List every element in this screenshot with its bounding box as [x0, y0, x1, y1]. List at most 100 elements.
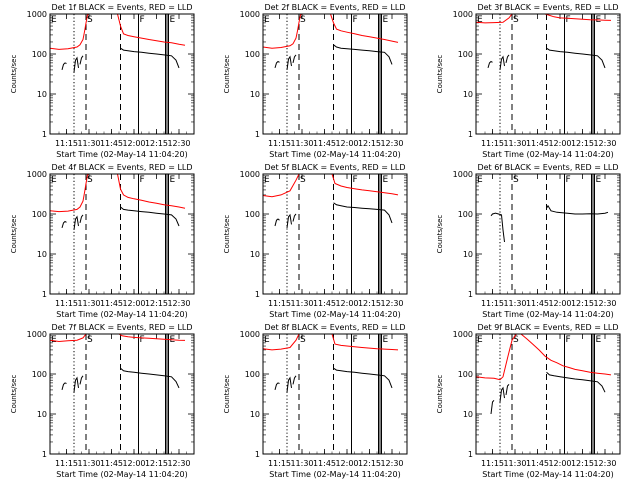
- panel-4-title: Det 4f BLACK = Events, RED = LLD: [51, 163, 192, 172]
- panel-1: Det 1f BLACK = Events, RED = LLD Counts/s…: [10, 3, 195, 159]
- panel-5-series-events: [292, 213, 297, 222]
- panel-3-ytick-label: 1000: [453, 10, 473, 19]
- panel-8-xtick-label: 12:30: [380, 459, 403, 468]
- panel-8-ytick-label: 1: [255, 450, 260, 459]
- panel-2-xtick-label: 11:45: [313, 139, 336, 148]
- panel-9-ytick-label: 1: [468, 450, 473, 459]
- panel-7-ytick-label: 1: [42, 450, 47, 459]
- panel-2-series-events: [286, 55, 292, 70]
- panel-3-xtick-label: 12:15: [571, 139, 594, 148]
- panel-5-marker-label: S: [300, 175, 306, 185]
- panel-4-ytick-label: 1: [42, 290, 47, 299]
- panel-2-series-lld: [262, 13, 399, 49]
- panel-5-series-lld: [262, 173, 399, 198]
- panel-2-series-events: [333, 44, 393, 65]
- panel-8-xtick-label: 11:45: [313, 459, 336, 468]
- panel-2-series-events: [292, 54, 297, 64]
- panel-6-ytick-label: 100: [458, 210, 473, 219]
- panel-3-marker-label: F: [566, 15, 571, 25]
- panel-1-ytick-label: 100: [32, 50, 47, 59]
- panel-5-series-events: [274, 218, 280, 227]
- panel-3: Det 3f BLACK = Events, RED = LLD Counts/s…: [436, 3, 621, 159]
- panel-1-xtick-label: 12:15: [145, 139, 168, 148]
- panel-9-series-events: [546, 371, 606, 393]
- panel-2-ytick-label: 10: [250, 90, 260, 99]
- panel-6-xtick-label: 11:45: [526, 299, 549, 308]
- panel-4-frame: [49, 173, 195, 295]
- panel-5-series-events: [333, 202, 393, 224]
- panel-5-ytick-label: 1: [255, 290, 260, 299]
- panel-1-series-lld: [49, 13, 186, 50]
- panel-9-ytick-label: 10: [463, 410, 473, 419]
- panel-5: Det 5f BLACK = Events, RED = LLD Counts/s…: [223, 163, 408, 319]
- panel-7-series-events: [61, 382, 67, 391]
- panel-1-marker-label: E: [51, 15, 57, 25]
- panel-3-series-events: [487, 60, 493, 69]
- panel-9-xtick-label: 12:15: [571, 459, 594, 468]
- panel-3-series-events: [499, 55, 505, 70]
- panel-9: Det 9f BLACK = Events, RED = LLD Counts/s…: [436, 323, 621, 479]
- panel-3-xtick-label: 11:15: [481, 139, 504, 148]
- panel-4-xtick-label: 12:30: [167, 299, 190, 308]
- panel-3-ytick-label: 1: [468, 130, 473, 139]
- panel-8-series-events: [274, 382, 280, 391]
- panel-1-xtick-label: 11:15: [55, 139, 78, 148]
- panel-5-xtick-label: 12:30: [380, 299, 403, 308]
- panel-3-xtick-label: 12:00: [548, 139, 571, 148]
- panel-5-xtick-label: 12:00: [335, 299, 358, 308]
- panel-8-xlabel: Start Time (02-May-14 11:04:20): [269, 470, 400, 479]
- panel-7-ytick-label: 10: [37, 410, 47, 419]
- panel-9-series-events: [499, 386, 505, 403]
- panel-3-xtick-label: 11:30: [503, 139, 526, 148]
- panel-7-series-lld: [49, 333, 186, 343]
- panel-4-xtick-label: 11:30: [77, 299, 100, 308]
- panel-4-xtick-label: 11:15: [55, 299, 78, 308]
- panel-8-marker-label: S: [300, 335, 306, 345]
- panel-6-xtick-label: 11:30: [503, 299, 526, 308]
- panel-3-xtick-label: 12:30: [593, 139, 616, 148]
- panel-6-marker-label: F: [566, 175, 571, 185]
- panel-5-marker-label: E: [264, 175, 270, 185]
- panel-7-xtick-label: 12:30: [167, 459, 190, 468]
- panel-5-ytick-label: 100: [245, 210, 260, 219]
- panel-1-ytick-label: 1000: [27, 10, 47, 19]
- panel-3-ylabel: Counts/sec: [436, 55, 444, 94]
- panel-9-xlabel: Start Time (02-May-14 11:04:20): [482, 470, 613, 479]
- panel-3-marker-label: S: [513, 15, 519, 25]
- panel-3-xlabel: Start Time (02-May-14 11:04:20): [482, 150, 613, 159]
- panel-9-marker-label: E: [477, 335, 483, 345]
- panel-3-series-events: [546, 47, 606, 69]
- panel-8-ytick-label: 100: [245, 370, 260, 379]
- panel-6-xtick-label: 12:15: [571, 299, 594, 308]
- panel-8-marker-label: F: [353, 335, 358, 345]
- panel-6-series-events: [490, 212, 505, 243]
- panel-2-xtick-label: 11:15: [268, 139, 291, 148]
- panel-9-marker-label: E: [596, 335, 602, 345]
- panel-9-marker-label: F: [566, 335, 571, 345]
- panel-1-xtick-label: 11:30: [77, 139, 100, 148]
- panel-6-ytick-label: 1000: [453, 170, 473, 179]
- panel-6-frame: [475, 173, 621, 295]
- panel-9-ytick-label: 100: [458, 370, 473, 379]
- panel-2-ytick-label: 100: [245, 50, 260, 59]
- panel-6-ytick-label: 1: [468, 290, 473, 299]
- panel-7-xtick-label: 12:15: [145, 459, 168, 468]
- panel-7-xtick-label: 12:00: [122, 459, 145, 468]
- panel-6-xtick-label: 12:00: [548, 299, 571, 308]
- panel-1-marker-label: E: [170, 15, 176, 25]
- panel-4: Det 4f BLACK = Events, RED = LLD Counts/s…: [10, 163, 195, 319]
- panel-1-marker-label: F: [140, 15, 145, 25]
- panel-5-marker-label: F: [353, 175, 358, 185]
- panel-7-marker-label: E: [51, 335, 57, 345]
- panel-8-ytick-label: 1000: [240, 330, 260, 339]
- panel-1-series-events: [73, 56, 79, 73]
- panel-9-xtick-label: 12:30: [593, 459, 616, 468]
- panel-3-marker-label: E: [477, 15, 483, 25]
- panel-4-marker-label: E: [51, 175, 57, 185]
- panel-4-ytick-label: 1000: [27, 170, 47, 179]
- panel-8-ylabel: Counts/sec: [223, 375, 231, 414]
- panel-5-ytick-label: 10: [250, 250, 260, 259]
- panel-2-ytick-label: 1000: [240, 10, 260, 19]
- panel-8-series-events: [333, 367, 393, 389]
